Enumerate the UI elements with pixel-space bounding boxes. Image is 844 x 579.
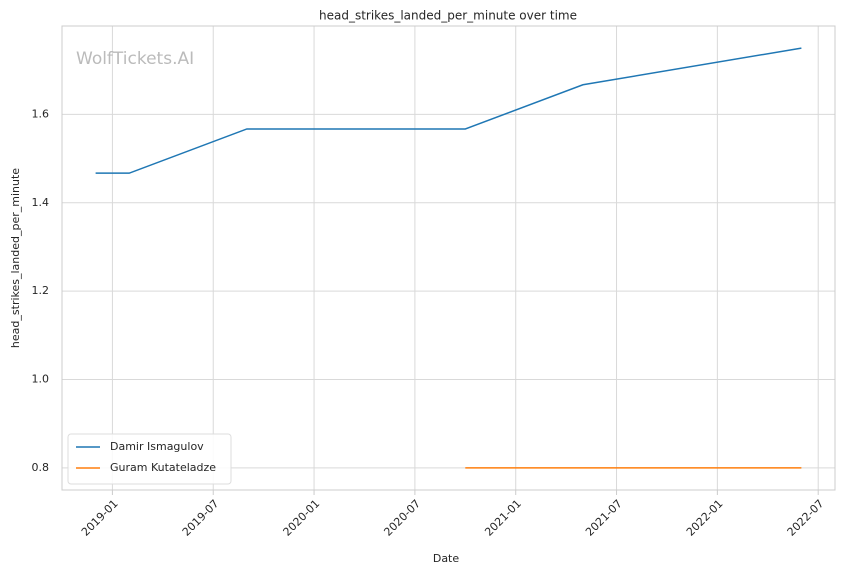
x-tick-label: 2022-01 xyxy=(684,497,726,539)
chart-title: head_strikes_landed_per_minute over time xyxy=(319,9,577,23)
x-tick-label: 2020-07 xyxy=(381,497,423,539)
line-series xyxy=(95,47,802,174)
x-axis-label: Date xyxy=(433,552,460,565)
legend-label: Guram Kutateladze xyxy=(110,461,216,474)
x-tick-label: 2019-01 xyxy=(79,497,121,539)
x-tick-label: 2020-01 xyxy=(281,497,323,539)
legend-box xyxy=(67,433,232,485)
watermark: WolfTickets.AI xyxy=(76,49,194,69)
legend-label: Damir Ismagulov xyxy=(110,440,204,453)
y-axis-label: head_strikes_landed_per_minute xyxy=(9,168,22,348)
x-tick-label: 2021-07 xyxy=(583,497,625,539)
y-tick-label: 1.4 xyxy=(32,196,50,209)
x-tick-label: 2019-07 xyxy=(180,497,222,539)
x-tick-label: 2021-01 xyxy=(482,497,524,539)
y-tick-label: 0.8 xyxy=(32,461,50,474)
y-tick-label: 1.6 xyxy=(32,107,50,120)
y-tick-label: 1.2 xyxy=(32,284,50,297)
x-tick-label: 2022-07 xyxy=(785,497,827,539)
plot-frame xyxy=(61,25,836,491)
y-tick-label: 1.0 xyxy=(32,373,50,386)
